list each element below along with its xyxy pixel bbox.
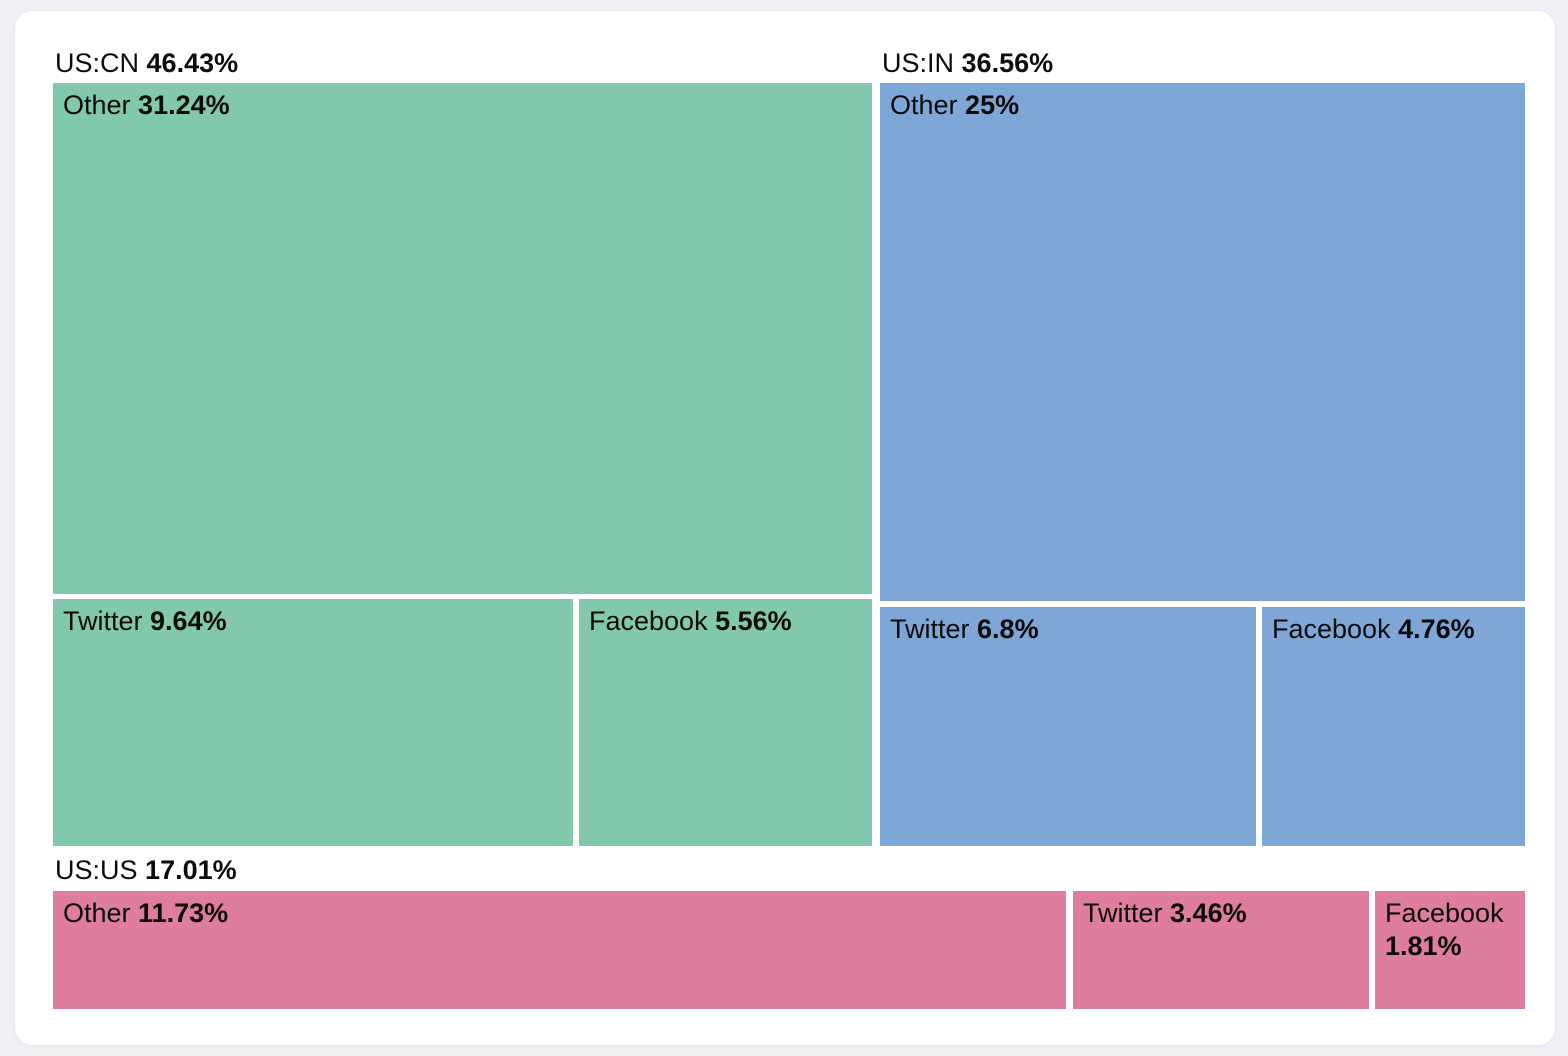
- group-label-us-cn: US:CN 46.43%: [55, 47, 238, 79]
- treemap-card: US:CN 46.43% Other 31.24% Twitter 9.64% …: [14, 10, 1556, 1046]
- cell-value: 4.76%: [1398, 614, 1475, 644]
- group-name: US:US: [55, 855, 138, 885]
- cell-name: Facebook: [1385, 898, 1504, 928]
- cell-us-in-other[interactable]: Other 25%: [880, 83, 1525, 601]
- cell-name: Other: [890, 90, 958, 120]
- cell-value: 1.81%: [1385, 931, 1462, 961]
- group-name: US:IN: [882, 48, 955, 78]
- cell-name: Facebook: [1272, 614, 1391, 644]
- cell-us-in-facebook[interactable]: Facebook 4.76%: [1262, 607, 1525, 846]
- cell-value: 5.56%: [715, 606, 792, 636]
- cell-value: 25%: [965, 90, 1020, 120]
- cell-name: Other: [63, 90, 131, 120]
- group-name: US:CN: [55, 48, 140, 78]
- group-value: 46.43%: [146, 48, 239, 78]
- cell-value: 3.46%: [1170, 898, 1247, 928]
- group-value: 17.01%: [145, 855, 237, 885]
- cell-us-cn-twitter[interactable]: Twitter 9.64%: [53, 599, 573, 846]
- cell-value: 11.73%: [138, 898, 229, 928]
- cell-value: 31.24%: [138, 90, 230, 120]
- group-label-us-in: US:IN 36.56%: [882, 47, 1053, 79]
- group-label-us-us: US:US 17.01%: [55, 854, 237, 886]
- cell-value: 9.64%: [150, 606, 227, 636]
- cell-name: Facebook: [589, 606, 708, 636]
- cell-us-in-twitter[interactable]: Twitter 6.8%: [880, 607, 1256, 846]
- cell-us-us-facebook[interactable]: Facebook 1.81%: [1375, 891, 1525, 1009]
- cell-name: Twitter: [1083, 898, 1163, 928]
- cell-value: 6.8%: [977, 614, 1039, 644]
- cell-us-us-twitter[interactable]: Twitter 3.46%: [1073, 891, 1369, 1009]
- cell-us-cn-other[interactable]: Other 31.24%: [53, 83, 872, 594]
- group-value: 36.56%: [961, 48, 1054, 78]
- cell-name: Twitter: [890, 614, 970, 644]
- cell-us-us-other[interactable]: Other 11.73%: [53, 891, 1066, 1009]
- cell-name: Other: [63, 898, 131, 928]
- cell-name: Twitter: [63, 606, 143, 636]
- cell-us-cn-facebook[interactable]: Facebook 5.56%: [579, 599, 872, 846]
